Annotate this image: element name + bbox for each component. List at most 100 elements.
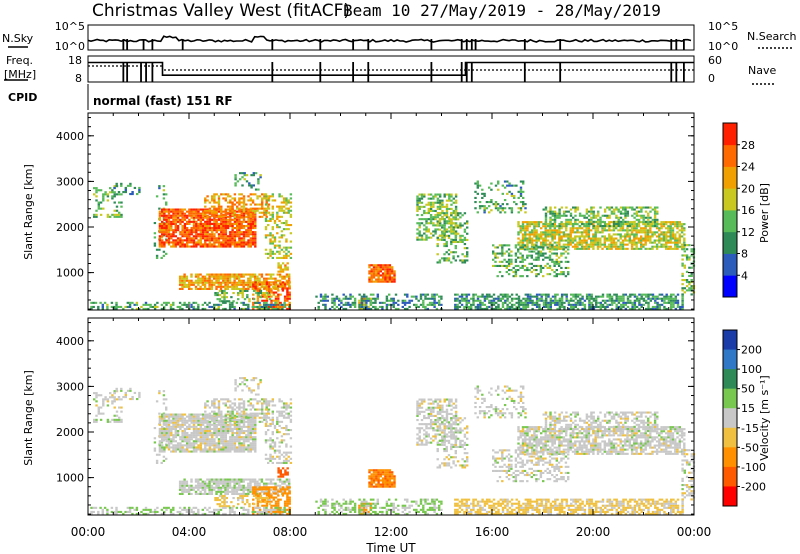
echo-cell: [133, 303, 136, 306]
echo-cell: [279, 283, 282, 286]
echo-cell: [328, 307, 332, 310]
echo-cell: [285, 246, 288, 249]
echo-cell: [553, 223, 556, 226]
echo-cell: [403, 293, 407, 296]
echo-cell: [120, 420, 123, 423]
echo-cell: [242, 203, 246, 206]
echo-cell: [554, 295, 557, 298]
echo-cell: [231, 301, 234, 304]
echo-cell: [138, 396, 141, 399]
echo-cell: [236, 218, 239, 221]
echo-cell: [204, 239, 207, 242]
echo-cell: [240, 225, 243, 228]
echo-cell: [439, 238, 442, 241]
echo-cell: [162, 234, 166, 237]
echo-cell: [528, 223, 531, 226]
echo-cell: [629, 295, 632, 298]
echo-cell: [265, 289, 269, 292]
echo-cell: [515, 301, 518, 304]
echo-cell: [178, 307, 182, 310]
echo-cell: [521, 241, 525, 244]
echo-cell: [206, 211, 209, 214]
echo-cell: [344, 307, 348, 310]
echo-cell: [676, 305, 680, 308]
echo-cell: [624, 239, 627, 242]
echo-cell: [390, 299, 393, 302]
echo-cell: [606, 305, 609, 308]
echo-cell: [535, 305, 539, 308]
echo-cell: [170, 434, 173, 437]
echo-cell: [220, 225, 223, 228]
echo-cell: [217, 207, 221, 210]
echo-cell: [456, 305, 459, 308]
echo-cell: [206, 214, 209, 217]
echo-cell: [608, 237, 611, 240]
echo-cell: [466, 232, 469, 235]
echo-cell: [622, 303, 625, 306]
echo-cell: [99, 418, 103, 421]
echo-cell: [245, 229, 248, 232]
power-ylabel: Slant Range [km]: [22, 164, 35, 260]
echo-cell: [344, 303, 348, 306]
echo-cell: [243, 174, 246, 177]
echo-cell: [186, 229, 189, 232]
echo-cell: [465, 303, 468, 306]
echo-cell: [594, 235, 597, 238]
echo-cell: [99, 412, 103, 415]
echo-cell: [450, 224, 453, 227]
echo-cell: [452, 257, 455, 260]
echo-cell: [644, 231, 647, 234]
echo-cell: [102, 207, 105, 210]
echo-cell: [178, 305, 182, 308]
echo-cell: [183, 225, 187, 228]
echo-cell: [571, 237, 575, 240]
echo-cell: [572, 303, 575, 306]
echo-cell: [233, 307, 236, 310]
echo-cell: [459, 238, 462, 241]
echo-cell: [590, 206, 593, 209]
echo-cell: [226, 287, 229, 290]
echo-cell: [514, 271, 518, 274]
echo-cell: [492, 203, 495, 206]
echo-cell: [238, 281, 241, 284]
echo-cell: [546, 247, 550, 250]
echo-cell: [476, 299, 480, 302]
echo-cell: [585, 222, 589, 225]
echo-cell: [224, 197, 227, 200]
echo-cell: [581, 214, 584, 217]
echo-cell: [222, 243, 225, 246]
echo-cell: [161, 241, 164, 244]
echo-cell: [454, 238, 457, 241]
echo-cell: [576, 208, 579, 211]
echo-cell: [281, 283, 285, 286]
echo-cell: [162, 402, 166, 405]
echo-cell: [596, 225, 600, 228]
echo-cell: [391, 272, 394, 275]
echo-cell: [420, 201, 424, 204]
echo-cell: [626, 206, 629, 209]
echo-cell: [524, 235, 527, 238]
echo-cell: [213, 207, 216, 210]
echo-cell: [194, 279, 198, 282]
noise-panel-frame: [87, 24, 695, 51]
echo-cell: [540, 221, 543, 224]
echo-cell: [377, 276, 380, 279]
echo-cell: [497, 203, 500, 206]
echo-cell: [236, 222, 239, 225]
echo-cell: [555, 273, 558, 276]
echo-cell: [231, 229, 234, 232]
echo-cell: [388, 293, 391, 296]
echo-cell: [501, 209, 504, 212]
echo-cell: [388, 303, 391, 306]
echo-cell: [590, 241, 593, 244]
echo-cell: [630, 227, 634, 230]
echo-cell: [254, 218, 257, 221]
echo-cell: [569, 235, 572, 238]
echo-cell: [562, 233, 566, 236]
echo-cell: [115, 420, 119, 423]
echo-cell: [206, 231, 209, 234]
echo-cell: [271, 242, 274, 245]
echo-cell: [553, 237, 556, 240]
echo-cell: [338, 297, 341, 300]
echo-cell: [649, 293, 652, 296]
